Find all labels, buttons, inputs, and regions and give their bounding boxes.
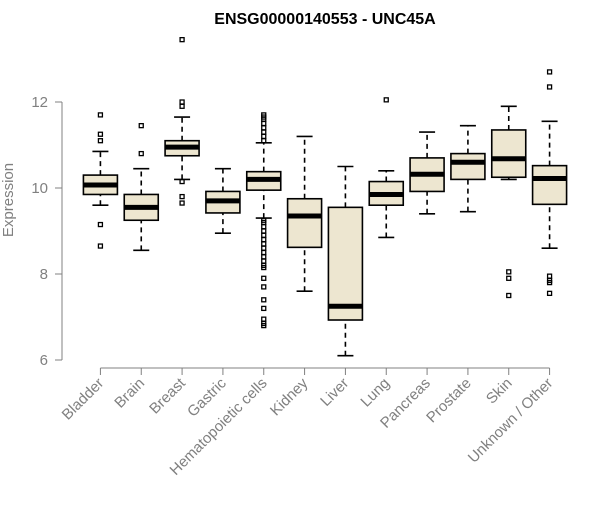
outlier-point [546, 69, 553, 75]
outlier-point [261, 322, 267, 329]
outlier-point [261, 224, 267, 230]
outlier-point [261, 236, 267, 243]
outlier-point [97, 131, 104, 137]
box-body [531, 164, 568, 206]
outlier-point [261, 264, 267, 271]
outlier-point [261, 249, 267, 256]
x-tick-label: Prostate [423, 375, 475, 427]
y-tick-label: 10 [31, 180, 48, 197]
outlier-point [261, 245, 267, 251]
outlier-point [179, 103, 185, 109]
outlier-point [97, 138, 104, 144]
outlier-point [179, 193, 185, 200]
chart-title: ENSG00000140553 - UNC45A [214, 11, 436, 28]
outlier-point [546, 279, 553, 286]
box-breast [164, 37, 200, 206]
outlier-point [261, 284, 267, 290]
box-kidney [286, 135, 323, 293]
x-tick-label: Breast [146, 374, 189, 417]
outlier-point [261, 275, 267, 281]
y-axis: 6 8 10 12 [31, 94, 63, 369]
box-body [286, 197, 323, 249]
x-tick-label: Skin [483, 375, 516, 408]
x-tick-label: Brain [111, 375, 148, 412]
box-prostate [450, 124, 486, 213]
outlier-point [97, 221, 104, 228]
outlier-point [261, 138, 267, 144]
x-tick-label: Liver [317, 375, 352, 410]
box-hematopoietic-cells [245, 112, 282, 329]
outlier-point [97, 112, 104, 118]
outlier-point [261, 305, 267, 312]
outlier-point [261, 125, 267, 131]
outlier-point [383, 97, 389, 103]
box-series [82, 37, 568, 357]
x-tick-label: Bladder [59, 375, 108, 424]
y-tick-label: 8 [40, 266, 48, 283]
outlier-point [179, 99, 185, 105]
box-brain [123, 123, 160, 252]
outlier-point [546, 290, 553, 297]
outlier-point [179, 178, 185, 185]
outlier-point [506, 269, 512, 275]
outlier-point [261, 316, 267, 322]
y-axis-label: Expression [0, 163, 17, 237]
box-lung [368, 97, 405, 239]
outlier-point [261, 258, 267, 264]
y-tick-label: 6 [40, 352, 48, 369]
outlier-point [261, 297, 267, 303]
outlier-point [261, 120, 267, 127]
outlier-point [179, 37, 185, 43]
outlier-point [261, 241, 267, 247]
outlier-point [261, 228, 267, 234]
outlier-point [546, 273, 553, 279]
box-bladder [82, 112, 119, 249]
outlier-point [546, 84, 553, 90]
outlier-point [261, 133, 267, 140]
box-body [450, 152, 486, 181]
y-tick-label: 12 [31, 94, 48, 111]
box-body [490, 129, 527, 179]
x-tick-label: Lung [357, 375, 393, 411]
box-liver [327, 165, 364, 357]
box-skin [490, 105, 527, 299]
outlier-point [506, 275, 512, 281]
box-unknown-other [531, 69, 568, 297]
box-gastric [205, 167, 241, 234]
outlier-point [97, 243, 104, 249]
outlier-point [506, 292, 512, 299]
box-body [327, 206, 364, 321]
outlier-point [261, 232, 267, 238]
outlier-point [179, 200, 185, 206]
outlier-point [138, 150, 144, 157]
box-pancreas [409, 131, 445, 215]
outlier-point [261, 254, 267, 260]
x-tick-label: Kidney [267, 374, 312, 419]
outlier-point [261, 129, 267, 135]
outlier-point [138, 123, 144, 129]
